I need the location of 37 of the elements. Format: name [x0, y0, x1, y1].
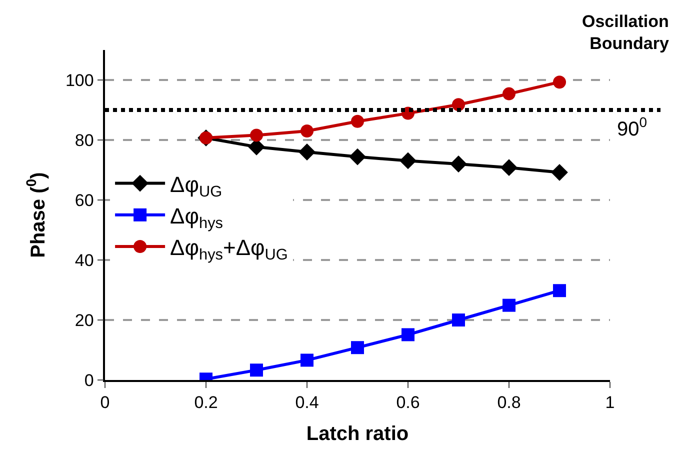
point — [553, 284, 566, 298]
annotation: Oscillation Boundary — [582, 12, 670, 54]
legend-label: Δφ$_{hys}$ — [170, 203, 224, 232]
point — [250, 364, 263, 377]
point — [502, 87, 516, 100]
x-tick-label: 0.6 — [396, 393, 420, 412]
point — [250, 128, 263, 142]
point — [351, 341, 364, 354]
point — [300, 124, 314, 138]
legend-label: Δφ$_{UG}$ — [170, 172, 222, 200]
point — [500, 159, 518, 176]
y-tick-label: 60 — [74, 190, 94, 210]
legend-label: Δφ$_{hys}$+Δφ$_{UG}$ — [170, 235, 288, 264]
y-tick-label: 80 — [74, 130, 94, 150]
point — [298, 144, 316, 160]
x-tick-label: 0.8 — [497, 393, 521, 412]
y-tick-label: 40 — [74, 250, 94, 270]
y-tick-label: 20 — [74, 310, 94, 330]
point — [450, 156, 467, 172]
point — [553, 76, 566, 89]
x-tick-label: 1 — [605, 393, 615, 412]
point — [551, 164, 568, 181]
point — [402, 328, 414, 342]
x-tick-label: 0.2 — [194, 393, 218, 412]
point — [349, 148, 366, 166]
y-tick-label: 0 — [84, 370, 94, 390]
x-axis-title: Latch ratio — [306, 423, 409, 446]
point — [351, 114, 364, 128]
y-tick-label: 100 — [65, 70, 94, 90]
point — [452, 314, 465, 326]
ref-line-label: 90$^{0}$ — [617, 114, 648, 140]
x-tick-label: 0 — [100, 393, 110, 412]
point — [400, 152, 416, 170]
point — [300, 354, 314, 367]
point — [452, 98, 465, 112]
x-tick-label: 0.4 — [295, 393, 319, 412]
point — [502, 298, 516, 312]
